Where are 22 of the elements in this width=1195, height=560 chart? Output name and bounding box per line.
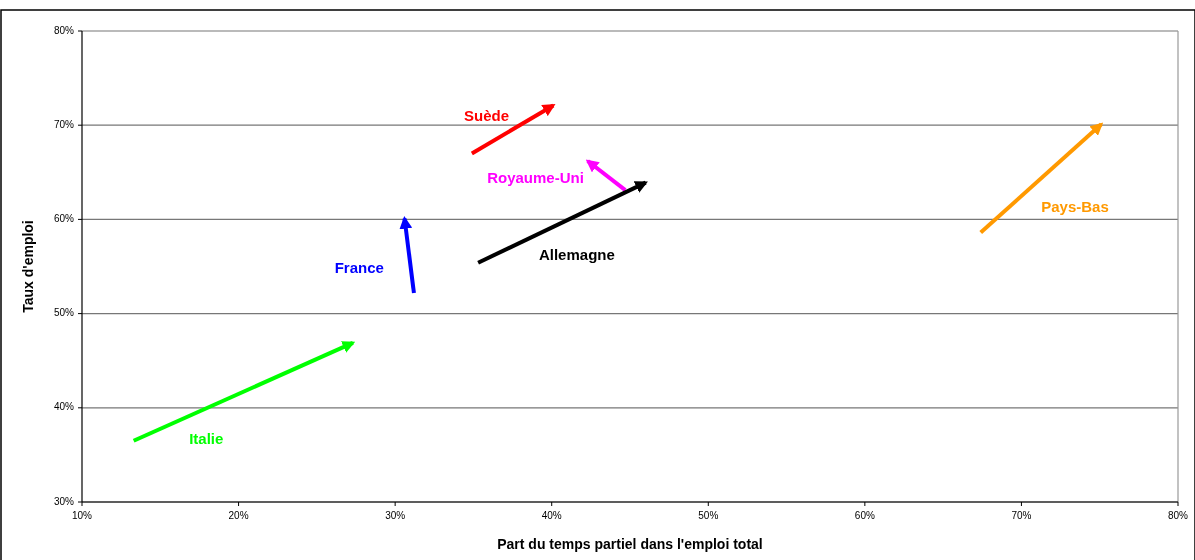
x-tick-label: 40% <box>541 510 562 521</box>
x-tick-label: 60% <box>854 510 875 521</box>
y-tick-label: 80% <box>53 24 75 36</box>
series-label: Royaume-Uni <box>487 168 584 186</box>
y-tick-label: 50% <box>53 307 75 319</box>
y-tick-label: 40% <box>53 401 75 413</box>
series-label: France <box>334 258 384 276</box>
x-tick-label: 10% <box>71 510 93 521</box>
x-tick-label: 80% <box>1167 510 1189 521</box>
y-axis-title: Taux d'emploi <box>20 220 36 313</box>
y-tick-label: 70% <box>53 118 75 130</box>
series-label: Suède <box>464 107 510 125</box>
x-tick-label: 30% <box>385 510 406 521</box>
y-tick-label: 60% <box>53 213 75 225</box>
y-tick-label: 30% <box>53 495 75 507</box>
series-label: Italie <box>189 429 224 447</box>
x-tick-label: 50% <box>698 510 719 521</box>
x-axis-title: Part du temps partiel dans l'emploi total <box>497 536 763 552</box>
x-tick-label: 20% <box>228 510 249 521</box>
series-label: Allemagne <box>538 245 615 263</box>
x-tick-label: 70% <box>1011 510 1032 521</box>
series-label: Pays-Bas <box>1041 198 1109 216</box>
